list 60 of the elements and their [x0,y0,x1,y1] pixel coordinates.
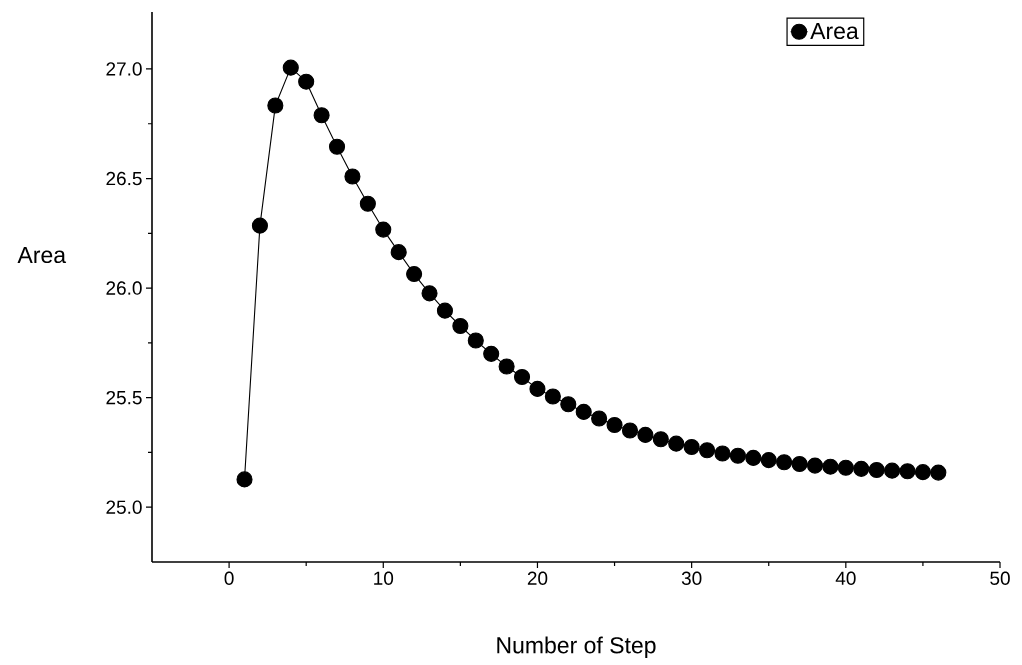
point [853,460,870,477]
point [606,417,623,434]
point [390,244,407,261]
point [914,464,931,481]
point [513,369,531,386]
x-tick-label: 50 [990,571,1010,585]
point [884,462,901,479]
point [529,380,546,397]
point [328,138,346,155]
point [282,59,299,76]
point [591,410,608,427]
x-tick-label: 40 [835,571,856,585]
point [421,285,438,302]
point [344,168,361,185]
point [267,97,284,114]
point [436,302,453,319]
point [467,332,484,349]
point [483,345,500,362]
point [806,457,824,474]
point [359,195,376,212]
x-tick-label: 30 [681,571,702,585]
point [298,73,315,90]
x-tick-label: 10 [374,571,394,585]
point [714,445,731,462]
point [699,442,716,459]
point [251,217,268,234]
point [637,426,654,443]
point [791,456,808,473]
y-axis-title: Area [17,247,67,264]
x-tick-label: 20 [527,571,548,585]
point [837,459,854,476]
y-tick-label: 25.0 [106,500,142,514]
y-tick-label: 26.5 [106,171,142,186]
y-tick-label: 26.0 [106,281,142,295]
point [498,358,515,375]
point [544,388,561,405]
x-tick-label: 0 [224,571,234,585]
point [668,435,685,452]
point [729,447,746,464]
point [621,422,639,439]
point [406,266,423,283]
point [868,461,885,479]
point [652,431,669,448]
point [452,317,469,335]
point [930,464,947,481]
point [899,463,916,480]
y-tick-label: 25.5 [106,390,142,405]
point [236,471,253,488]
point [822,458,839,475]
point [375,221,392,238]
point [560,396,577,413]
y-tick-label: 27.0 [106,62,142,76]
point [760,452,777,469]
point [313,107,330,124]
x-axis-title: Number of Step [497,636,656,658]
point [776,454,793,471]
point [575,403,592,420]
point [745,449,762,466]
legend-label: Area [810,23,859,40]
point [683,438,700,456]
